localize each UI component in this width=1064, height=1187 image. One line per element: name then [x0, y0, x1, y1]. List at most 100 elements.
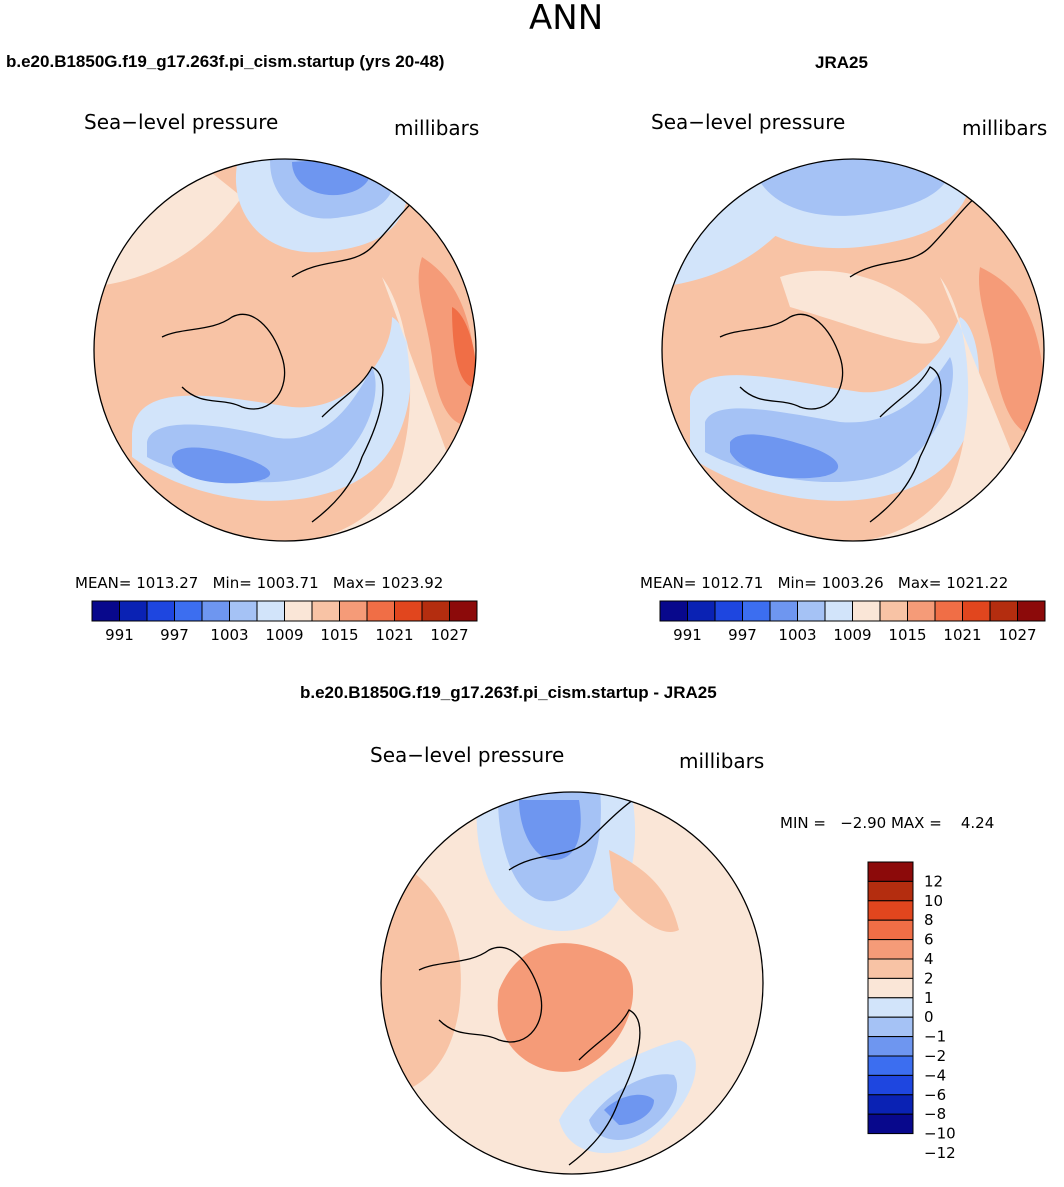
panel1-max: 1023.92	[381, 574, 444, 592]
colorbar-tick-label: 1003	[210, 626, 248, 644]
colorbar-cell	[146, 600, 175, 622]
colorbar-tick-label: 991	[105, 626, 134, 644]
panel1-colorbar: 991997100310091015102110271033	[91, 600, 478, 644]
colorbar-cell	[867, 1036, 914, 1057]
colorbar-cell	[907, 600, 936, 622]
panel3-coastline-2	[508, 792, 650, 871]
panel2-map	[661, 158, 1045, 542]
colorbar-cell	[867, 1016, 914, 1038]
colorbar-tick-label: 997	[728, 626, 757, 644]
panel1-mean: 1013.27	[136, 574, 199, 592]
panel1-region-hot	[452, 307, 476, 387]
colorbar-cell	[311, 600, 340, 622]
colorbar-tick-label: 2	[924, 969, 934, 987]
panel3-coastline-1	[418, 946, 543, 1043]
colorbar-cell	[421, 600, 450, 622]
colorbar-tick-label: 1015	[888, 626, 926, 644]
panel2-region-warm	[979, 267, 1044, 435]
colorbar-tick-label: 1009	[833, 626, 871, 644]
panel2-region-center	[780, 270, 940, 344]
colorbar-cell	[659, 600, 688, 622]
panel1-units-label: millibars	[394, 116, 480, 140]
colorbar-tick-label: 991	[673, 626, 702, 644]
colorbar-cell	[366, 600, 395, 622]
panel2-colorbar: 991997100310091015102110271033	[659, 600, 1046, 644]
panel2-max-label: Max=	[897, 574, 942, 592]
colorbar-tick-label: 12	[924, 872, 943, 890]
season-title: ANN	[529, 0, 604, 38]
colorbar-cell	[989, 600, 1018, 622]
panel1-header: b.e20.B1850G.f19_g17.263f.pi_cism.startu…	[6, 52, 445, 71]
colorbar-cell	[1017, 600, 1046, 622]
panel1-map	[93, 158, 477, 542]
panel1-region-warm	[418, 257, 476, 425]
panel3-header: b.e20.B1850G.f19_g17.263f.pi_cism.startu…	[300, 683, 717, 702]
colorbar-cell	[449, 600, 478, 622]
colorbar-cell	[867, 861, 914, 882]
panel2-min-label: Min=	[777, 574, 817, 592]
colorbar-cell	[867, 1074, 914, 1096]
colorbar-tick-label: 1015	[320, 626, 358, 644]
colorbar-tick-label: 1021	[375, 626, 413, 644]
panel2-colorbar-cells	[659, 600, 1046, 622]
panel2-mean: 1012.71	[701, 574, 764, 592]
panel2-region-cold	[730, 434, 839, 479]
colorbar-cell	[394, 600, 423, 622]
colorbar-cell	[797, 600, 826, 622]
panel2-stats: MEAN= 1012.71 Min= 1003.26 Max= 1021.22	[640, 574, 1008, 592]
panel2-colorbar-labels: 991997100310091015102110271033	[673, 626, 1036, 644]
colorbar-tick-label: 8	[924, 911, 934, 929]
colorbar-cell	[867, 880, 914, 902]
colorbar-tick-label: −8	[924, 1105, 946, 1123]
colorbar-tick-label: 6	[924, 931, 934, 949]
colorbar-cell	[879, 600, 908, 622]
colorbar-cell	[867, 1055, 914, 1076]
colorbar-cell	[174, 600, 203, 622]
panel1-stats: MEAN= 1013.27 Min= 1003.71 Max= 1023.92	[75, 574, 443, 592]
colorbar-cell	[687, 600, 716, 622]
panel2-variable-label: Sea−level pressure	[651, 110, 846, 134]
colorbar-cell	[867, 997, 914, 1018]
colorbar-cell	[824, 600, 853, 622]
panel2-min: 1003.26	[821, 574, 884, 592]
panel1-mean-label: MEAN=	[75, 574, 132, 592]
colorbar-cell	[284, 600, 313, 622]
panel3-region-cool-deep	[519, 800, 581, 860]
panel3-units-label: millibars	[679, 749, 765, 773]
panel3-region-cool-south-deep	[604, 1094, 654, 1125]
colorbar-tick-label: 4	[924, 950, 934, 968]
colorbar-cell	[119, 600, 148, 622]
colorbar-cell	[201, 600, 230, 622]
panel2-max: 1021.22	[946, 574, 1009, 592]
colorbar-tick-label: 1027	[430, 626, 468, 644]
colorbar-cell	[256, 600, 285, 622]
panel3-variable-label: Sea−level pressure	[370, 743, 565, 767]
panel3-region-warm-west	[381, 850, 461, 1100]
colorbar-tick-label: 1009	[265, 626, 303, 644]
colorbar-cell	[339, 600, 368, 622]
panel1-region-cold	[172, 447, 271, 484]
colorbar-tick-label: −10	[924, 1125, 956, 1143]
colorbar-cell	[962, 600, 991, 622]
colorbar-cell	[867, 1094, 914, 1115]
colorbar-tick-label: 1	[924, 989, 934, 1007]
panel2-coastline-3	[869, 366, 942, 523]
colorbar-cell	[867, 919, 914, 941]
colorbar-tick-label: −2	[924, 1047, 946, 1065]
panel1-max-label: Max=	[332, 574, 377, 592]
panel1-min-label: Min=	[212, 574, 252, 592]
colorbar-cell	[867, 1113, 914, 1135]
panel3-coastline-3	[568, 1009, 641, 1166]
colorbar-cell	[742, 600, 771, 622]
colorbar-cell	[867, 977, 914, 999]
colorbar-tick-label: −12	[924, 1144, 956, 1162]
colorbar-tick-label: 1003	[778, 626, 816, 644]
panel1-coastline-3	[311, 366, 384, 523]
panel2-units-label: millibars	[962, 116, 1048, 140]
colorbar-tick-label: 10	[924, 892, 943, 910]
colorbar-cell	[769, 600, 798, 622]
panel3-colorbar-cells	[867, 861, 914, 1135]
colorbar-cell	[867, 939, 914, 960]
